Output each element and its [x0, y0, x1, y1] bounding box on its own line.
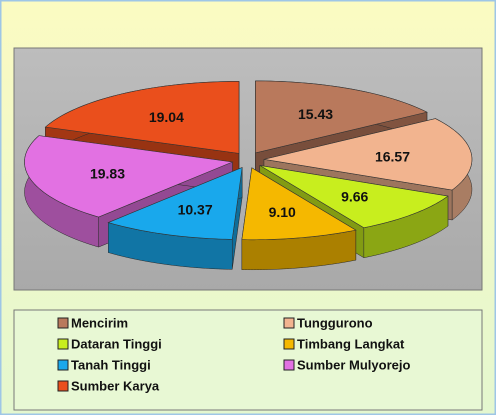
legend-label: Tunggurono — [297, 315, 373, 330]
slice-top — [24, 135, 234, 218]
legend-swatch — [283, 359, 295, 371]
legend-swatch — [57, 359, 69, 371]
slice-top — [259, 165, 449, 229]
legend: Mencirim Tunggurono Dataran Tinggi Timbang … — [57, 315, 410, 393]
slice-top — [44, 81, 240, 154]
value-label: 10.37 — [178, 202, 213, 218]
slice-top — [107, 166, 243, 240]
legend-swatch — [283, 317, 295, 329]
legend-label: Timbang Langkat — [297, 336, 405, 351]
legend-label: Tanah Tinggi — [71, 357, 151, 372]
value-label: 19.83 — [90, 166, 125, 182]
slice-top — [255, 80, 428, 154]
legend-swatch — [283, 338, 295, 350]
slice — [107, 166, 243, 270]
slice-top — [241, 167, 357, 241]
legend-box — [13, 309, 483, 411]
slice-shade — [108, 222, 233, 270]
value-label: 9.66 — [341, 188, 368, 204]
value-label: 15.43 — [298, 106, 333, 122]
value-label: 9.10 — [269, 204, 296, 220]
legend-label: Mencirim — [71, 315, 128, 330]
slice-shade — [363, 196, 448, 258]
value-label: 19.04 — [149, 109, 184, 125]
slice-shade — [24, 135, 99, 248]
value-label: 16.57 — [375, 148, 410, 164]
legend-swatch — [57, 380, 69, 392]
legend-label: Sumber Karya — [71, 378, 160, 393]
pie: 15.43 16.57 9.66 9.10 10.37 19.83 19.04 — [24, 80, 473, 271]
legend-label: Sumber Mulyorejo — [297, 357, 410, 372]
slice — [24, 135, 234, 248]
slice-shade — [241, 230, 356, 270]
legend-swatch — [57, 338, 69, 350]
slice — [241, 167, 357, 271]
slice-top — [263, 118, 473, 191]
legend-swatch — [57, 317, 69, 329]
legend-label: Dataran Tinggi — [71, 336, 162, 351]
